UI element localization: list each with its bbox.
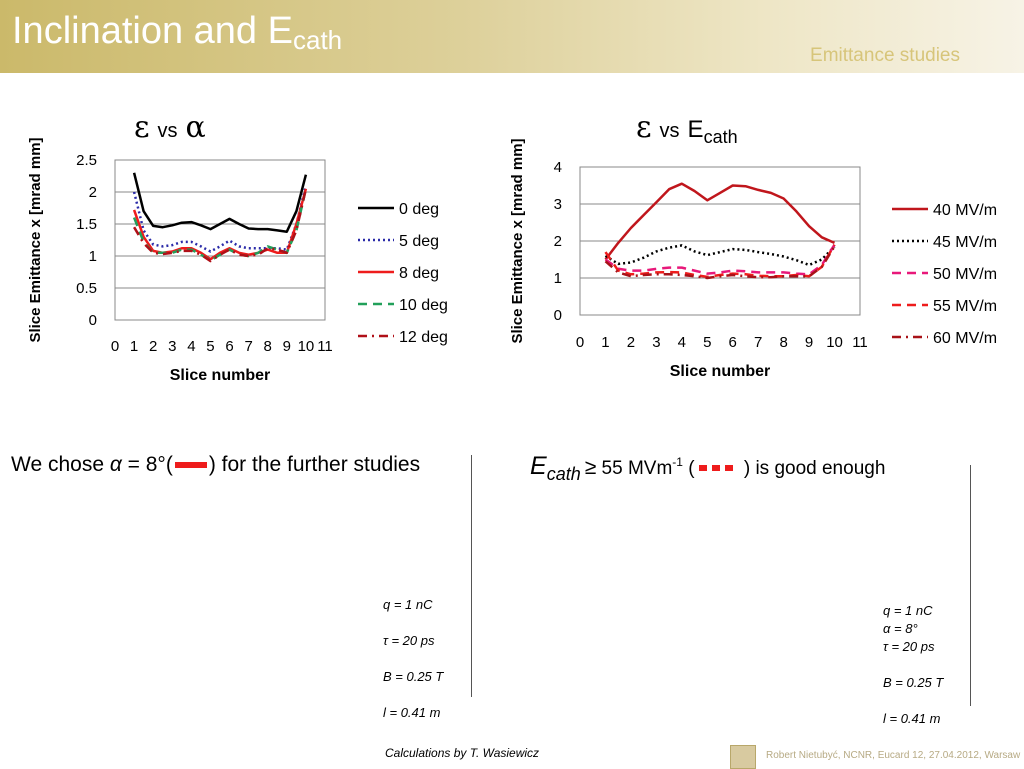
x-tick-label: 9 [805,334,813,351]
left-parameters: q = 1 nC τ = 20 ps B = 0.25 T l = 0.41 m [383,597,444,720]
left-conclusion: We chose α = 8°() for the further studie… [11,453,421,476]
credit-line: Calculations by T. Wasiewicz [385,746,540,760]
x-tick-label: 8 [264,338,272,355]
x-tick-label: 7 [754,334,762,351]
y-tick-label: 1 [554,270,562,287]
legend-label: 60 MV/m [933,330,997,347]
x-tick-label: 2 [627,334,635,351]
x-tick-label: 7 [244,338,252,355]
header-bar: Inclination and Ecath Emittance studies [0,0,1024,73]
legend-label: 5 deg [399,233,439,250]
x-axis-label: Slice number [170,367,270,384]
x-axis-label: Slice number [670,363,770,380]
x-tick-label: 4 [187,338,195,355]
legend-label: 40 MV/m [933,202,997,219]
y-tick-label: 0.5 [76,280,97,297]
y-tick-label: 1 [89,248,97,265]
x-tick-label: 1 [130,338,138,355]
divider-right [970,465,971,706]
y-tick-label: 2.5 [76,152,97,169]
x-tick-label: 0 [576,334,584,351]
section-label: Emittance studies [810,45,960,66]
x-tick-label: 9 [283,338,291,355]
legend-label: 55 MV/m [933,298,997,315]
x-tick-label: 10 [826,334,843,351]
x-tick-label: 5 [206,338,214,355]
red-line-swatch [174,462,207,469]
red-dash-swatch [698,465,735,472]
footer-text: Robert Nietubyć, NCNR, Eucard 12, 27.04.… [766,750,1021,761]
x-tick-label: 10 [298,338,315,355]
legend-label: 10 deg [399,297,448,314]
x-tick-label: 11 [852,334,868,351]
x-tick-label: 8 [779,334,787,351]
legend-label: 8 deg [399,265,439,282]
x-tick-label: 6 [225,338,233,355]
series-line [132,188,308,262]
y-tick-label: 2 [89,184,97,201]
institute-logo [730,745,756,769]
right-chart-title: ε vs Ecath [636,110,738,147]
series-line [132,185,308,253]
right-parameters: q = 1 nC α = 8° τ = 20 ps B = 0.25 T l =… [883,603,944,726]
series-line [604,182,836,261]
y-tick-label: 0 [554,307,562,324]
legend-label: 45 MV/m [933,234,997,251]
y-tick-label: 2 [554,233,562,250]
x-tick-label: 0 [111,338,119,355]
series-line [132,172,308,233]
x-tick-label: 5 [703,334,711,351]
page-title: Inclination and Ecath [12,10,343,55]
x-tick-label: 6 [729,334,737,351]
right-conclusion: Ecath ≥ 55 MVm-1 ( ) is good enough [530,452,886,484]
x-tick-label: 1 [601,334,609,351]
series-line [604,244,836,267]
legend-label: 50 MV/m [933,266,997,283]
y-axis-label: Slice Emittance x [mrad mm] [27,137,44,342]
x-tick-label: 2 [149,338,157,355]
series-line [604,244,836,276]
legend-label: 12 deg [399,329,448,346]
x-tick-label: 4 [678,334,686,351]
x-tick-label: 3 [652,334,660,351]
legend-label: 0 deg [399,201,439,218]
x-tick-label: 3 [168,338,176,355]
divider-left [471,455,472,697]
y-tick-label: 0 [89,312,97,329]
x-tick-label: 11 [317,338,333,355]
y-tick-label: 1.5 [76,216,97,233]
y-tick-label: 3 [554,196,562,213]
y-tick-label: 4 [554,159,562,176]
left-chart-title: ε vs α [134,110,206,145]
y-axis-label: Slice Emittance x [mrad mm] [509,138,526,343]
series-line [604,245,836,280]
